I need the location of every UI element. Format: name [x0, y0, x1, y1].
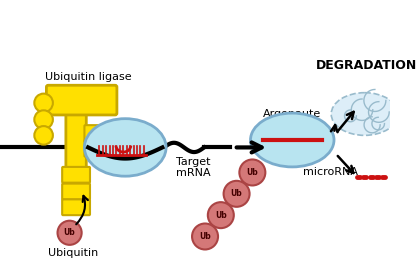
FancyBboxPatch shape	[66, 97, 86, 206]
Ellipse shape	[250, 113, 334, 167]
Circle shape	[223, 181, 249, 207]
Circle shape	[34, 94, 53, 112]
FancyBboxPatch shape	[62, 167, 90, 183]
Ellipse shape	[84, 119, 166, 176]
FancyBboxPatch shape	[84, 140, 101, 157]
Text: Ub: Ub	[215, 211, 227, 220]
Ellipse shape	[331, 93, 398, 135]
Circle shape	[58, 221, 81, 245]
Text: Argonaute: Argonaute	[263, 109, 321, 119]
Circle shape	[208, 202, 234, 228]
Text: Ub: Ub	[199, 232, 211, 241]
FancyBboxPatch shape	[62, 184, 90, 199]
Text: Ub: Ub	[64, 228, 76, 237]
Text: Ub: Ub	[247, 168, 258, 177]
Text: DEGRADATION: DEGRADATION	[316, 59, 417, 72]
Text: Ubiquitin ligase: Ubiquitin ligase	[45, 72, 131, 82]
Text: Target
mRNA: Target mRNA	[176, 157, 211, 178]
Circle shape	[239, 160, 265, 185]
Circle shape	[192, 223, 218, 249]
Text: microRNA: microRNA	[303, 167, 358, 178]
FancyBboxPatch shape	[46, 85, 117, 115]
Circle shape	[34, 110, 53, 129]
FancyBboxPatch shape	[62, 199, 90, 215]
FancyBboxPatch shape	[84, 125, 101, 142]
Text: Ubiquitin: Ubiquitin	[48, 248, 99, 258]
Text: Ub: Ub	[231, 189, 242, 198]
Circle shape	[34, 126, 53, 145]
